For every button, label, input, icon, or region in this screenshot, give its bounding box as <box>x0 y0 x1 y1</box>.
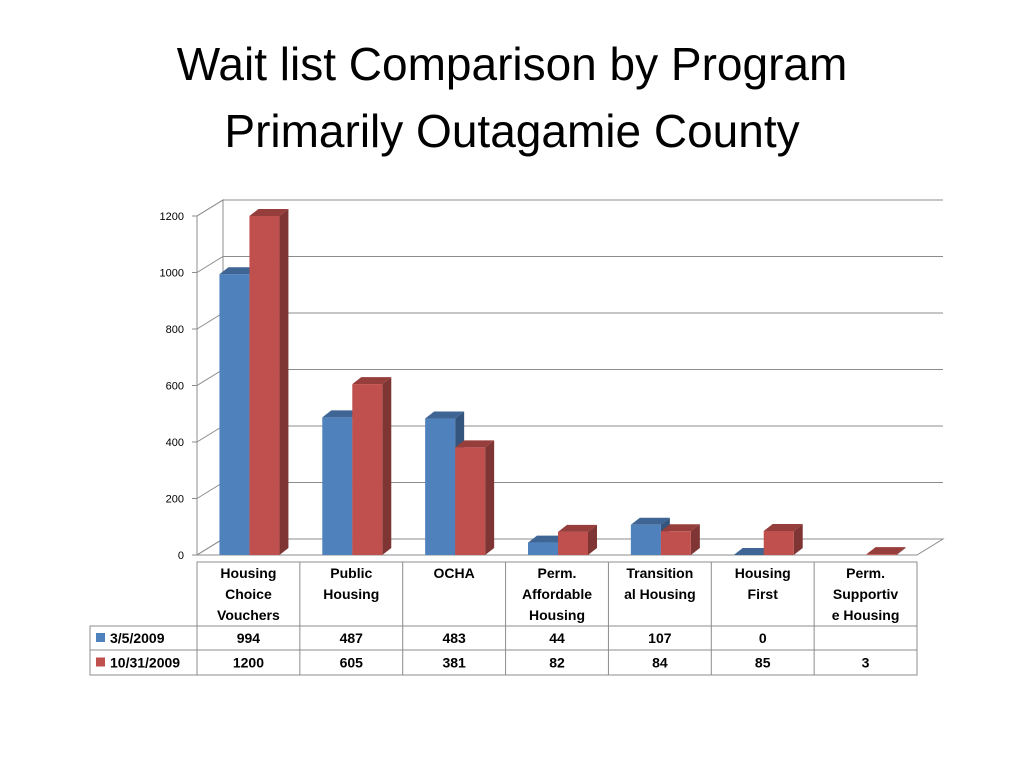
x-category-label: Public <box>330 565 372 581</box>
y-tick-label: 1000 <box>160 268 184 280</box>
legend-entry: 3/5/2009 <box>110 630 165 646</box>
x-category-label: e Housing <box>832 607 900 623</box>
x-category-label: Perm. <box>846 565 885 581</box>
data-table-value: 483 <box>442 630 466 646</box>
gridline <box>196 199 943 217</box>
data-table-value: 84 <box>652 655 668 671</box>
bar <box>322 417 353 555</box>
bar-top <box>558 524 597 532</box>
data-table-value: 994 <box>237 630 261 646</box>
bar <box>660 531 691 555</box>
bar-top <box>660 524 700 532</box>
x-category-label: Housing <box>220 565 276 581</box>
legend-swatch <box>96 657 105 667</box>
x-category-label: Perm. <box>538 565 577 581</box>
x-category-label: First <box>748 586 779 602</box>
x-category-label: Supportiv <box>833 586 899 602</box>
bar-top <box>249 209 289 216</box>
data-table-value: 82 <box>549 655 565 671</box>
bar <box>352 384 383 555</box>
y-tick-label: 0 <box>178 550 184 562</box>
bar-top <box>630 517 670 525</box>
bar-top <box>528 535 567 543</box>
legend-entry: 10/31/2009 <box>110 655 180 671</box>
x-category-label: Housing <box>735 565 791 581</box>
bar-top <box>425 411 465 419</box>
bar <box>528 542 558 555</box>
bar-side <box>279 209 289 555</box>
bar <box>425 418 456 555</box>
data-table-value: 107 <box>648 630 672 646</box>
x-category-label: Housing <box>529 607 585 623</box>
bar-side <box>896 547 906 555</box>
data-table-value: 0 <box>759 630 767 646</box>
chart-title-line1: Wait list Comparison by Program <box>176 38 848 90</box>
x-category-label: Vouchers <box>217 607 280 623</box>
bar-top <box>322 410 362 418</box>
data-table-value: 3 <box>862 655 870 671</box>
data-table-value: 1200 <box>233 655 264 671</box>
y-tick-label: 1200 <box>160 211 184 223</box>
x-category-label: OCHA <box>434 565 475 581</box>
bar-top <box>763 523 803 531</box>
gridline <box>196 256 943 273</box>
bar-side <box>382 377 392 555</box>
bar-side <box>793 523 803 555</box>
bar-side <box>485 440 495 555</box>
y-tick-label: 400 <box>166 437 184 449</box>
x-category-label: Choice <box>225 586 272 602</box>
bar <box>455 447 486 555</box>
chart-title-line2: Primarily Outagamie County <box>224 105 800 157</box>
bar <box>558 531 588 555</box>
legend-swatch <box>96 633 105 642</box>
bar-top <box>733 548 773 555</box>
y-tick-label: 600 <box>166 381 184 393</box>
bar <box>866 554 897 555</box>
bar <box>219 274 250 555</box>
data-table-value: 605 <box>340 655 364 671</box>
bar-side <box>588 524 597 555</box>
data-table-frame <box>196 561 918 676</box>
bar <box>249 216 280 555</box>
x-category-label: Housing <box>323 586 379 602</box>
bar <box>763 530 794 555</box>
x-category-label: al Housing <box>624 586 696 602</box>
data-table-value: 381 <box>442 655 466 671</box>
bar-top <box>219 267 259 275</box>
bar-top <box>455 440 495 448</box>
y-tick-label: 800 <box>166 324 184 336</box>
x-category-label: Affordable <box>522 586 592 602</box>
bar-side <box>690 524 700 555</box>
data-table-value: 487 <box>340 630 364 646</box>
data-table-value: 85 <box>755 655 771 671</box>
bar-top <box>352 377 392 385</box>
x-category-label: Transition <box>626 565 693 581</box>
bar-top <box>866 547 906 555</box>
y-tick-label: 200 <box>166 494 184 506</box>
data-table-value: 44 <box>549 630 565 646</box>
bar <box>630 524 661 555</box>
